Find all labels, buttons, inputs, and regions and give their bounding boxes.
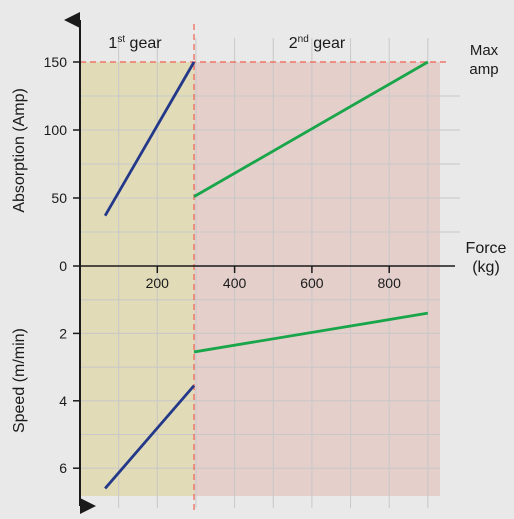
y-tick-label-bottom: 2 <box>59 325 67 341</box>
series-group <box>103 60 429 490</box>
x-tick-label: 600 <box>300 275 324 291</box>
y-tick-label-top: 50 <box>51 190 67 206</box>
y-tick-label-top: 150 <box>44 54 68 70</box>
x-tick-label: 400 <box>223 275 247 291</box>
force-axis-title: Force <box>466 240 507 257</box>
gear2-label: 2nd gear <box>289 34 346 52</box>
horizontal-grid <box>80 95 460 469</box>
x-tick-label: 200 <box>146 275 170 291</box>
x-tick-label: 800 <box>378 275 402 291</box>
gear1-label: 1st gear <box>108 34 162 52</box>
absorption-series-line-2 <box>193 60 429 198</box>
y-tick-label-bottom: 4 <box>59 393 67 409</box>
max-amp-label-top: Max <box>470 42 499 59</box>
speed-series-line-2 <box>193 311 429 354</box>
gear1-region <box>80 62 195 496</box>
absorption-series-line-1 <box>103 61 196 217</box>
speed-axis-title: Speed (m/min) <box>11 328 28 433</box>
y-tick-label-top: 0 <box>59 258 67 274</box>
force-axis-unit: (kg) <box>472 259 500 276</box>
absorption-axis-title: Absorption (Amp) <box>11 88 28 213</box>
speed-series-line-1 <box>104 384 196 490</box>
tick-group: 0 50 100 150 2 4 6 200 400 600 800 <box>44 54 401 476</box>
y-tick-label-top: 100 <box>44 122 68 138</box>
max-amp-label-bottom: amp <box>469 61 498 78</box>
y-tick-label-bottom: 6 <box>59 460 67 476</box>
